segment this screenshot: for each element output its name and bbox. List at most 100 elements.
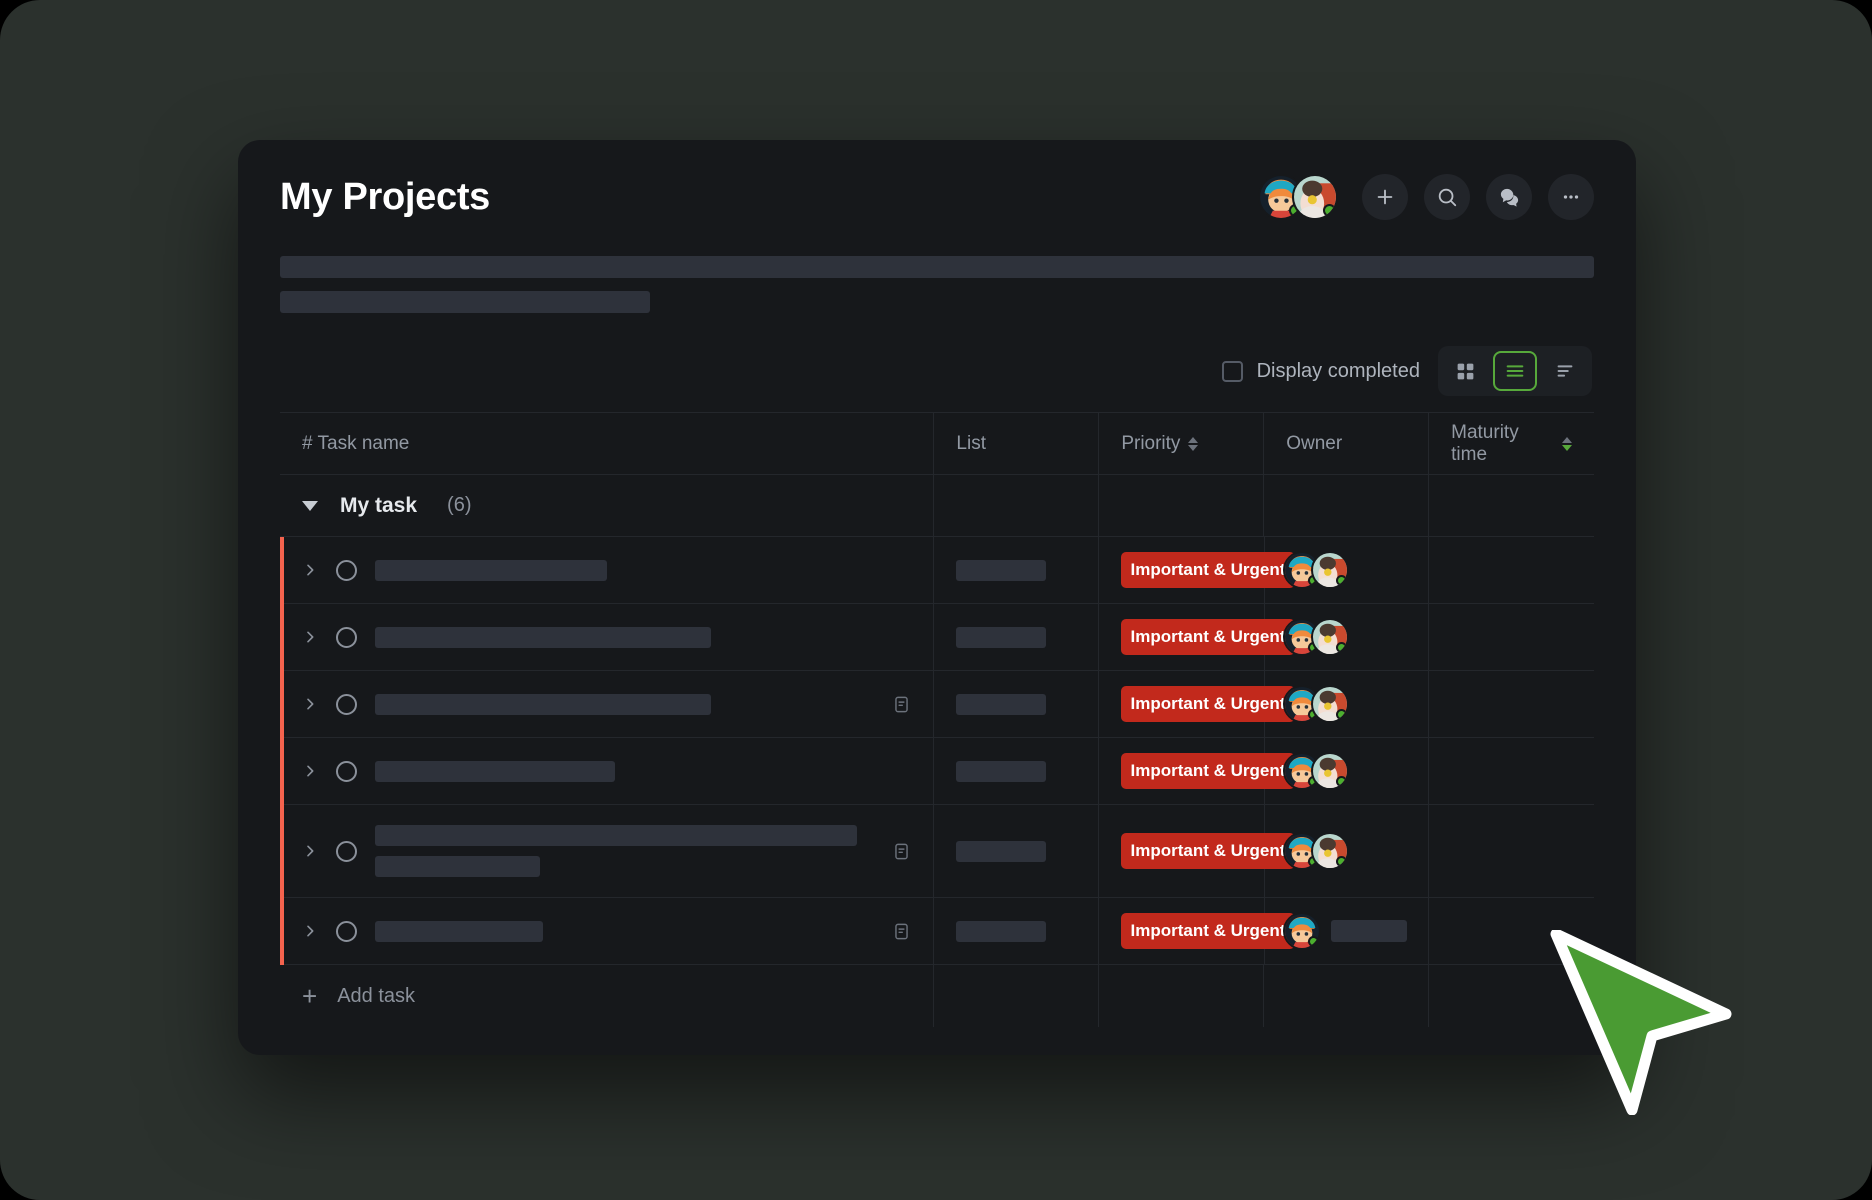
owner-avatar[interactable] <box>1310 832 1349 870</box>
table-row[interactable]: Important & Urgent <box>280 537 1594 604</box>
table-row[interactable]: Important & Urgent <box>280 805 1594 898</box>
task-complete-checkbox[interactable] <box>336 760 357 782</box>
status-dot-online <box>1335 856 1347 867</box>
task-maturity-time-cell[interactable] <box>1429 898 1594 965</box>
task-rows: Important & Urgent Important & Urgent Impo… <box>280 537 1594 965</box>
task-list-cell[interactable] <box>933 604 1099 671</box>
display-completed-checkbox[interactable] <box>1221 360 1243 382</box>
table-row[interactable]: Important & Urgent <box>280 738 1594 805</box>
sort-arrows-icon-active[interactable] <box>1562 436 1573 451</box>
sort-arrows-icon[interactable] <box>1188 436 1199 451</box>
table-row[interactable]: Important & Urgent <box>280 671 1594 738</box>
expand-chevron-icon[interactable] <box>302 696 318 712</box>
task-owner-cell[interactable] <box>1264 805 1430 898</box>
plus-icon: + <box>302 981 318 1011</box>
description-note-icon[interactable] <box>892 922 911 941</box>
task-name-cell[interactable] <box>280 898 934 965</box>
avatar-user-2[interactable] <box>1292 174 1338 220</box>
task-priority-cell[interactable]: Important & Urgent <box>1098 805 1296 898</box>
task-complete-checkbox[interactable] <box>336 920 357 942</box>
column-header-task-name[interactable]: # Task name <box>280 413 935 475</box>
priority-accent-bar <box>280 671 284 738</box>
display-completed-toggle[interactable]: Display completed <box>1221 359 1420 383</box>
display-completed-label: Display completed <box>1256 359 1420 382</box>
task-priority-cell[interactable]: Important & Urgent <box>1098 738 1296 805</box>
collapse-triangle-icon[interactable] <box>302 500 318 511</box>
expand-chevron-icon[interactable] <box>302 629 318 645</box>
owner-avatar[interactable] <box>1282 912 1321 950</box>
sort-view-button[interactable] <box>1543 351 1587 391</box>
task-list-cell[interactable] <box>933 805 1099 898</box>
list-redacted-bar <box>955 626 1046 648</box>
add-button[interactable] <box>1362 174 1408 220</box>
expand-chevron-icon[interactable] <box>302 763 318 779</box>
task-name-cell[interactable] <box>280 805 934 898</box>
table-row[interactable]: Important & Urgent <box>280 898 1594 965</box>
task-owner-cell[interactable] <box>1264 898 1430 965</box>
column-header-owner[interactable]: Owner <box>1264 413 1430 475</box>
task-complete-checkbox[interactable] <box>336 559 357 581</box>
task-maturity-time-cell[interactable] <box>1429 738 1594 805</box>
avatar-user-1[interactable] <box>1258 174 1304 220</box>
task-group-row[interactable]: My task (6) <box>280 475 1595 537</box>
task-complete-checkbox[interactable] <box>336 693 357 715</box>
grid-view-button[interactable] <box>1443 351 1487 391</box>
task-maturity-time-cell[interactable] <box>1429 805 1594 898</box>
status-dot-online <box>1335 709 1347 720</box>
task-name-redacted-bar <box>375 559 607 581</box>
priority-accent-bar <box>280 805 284 898</box>
column-header-maturity-time[interactable]: Maturity time <box>1429 413 1595 475</box>
task-priority-cell[interactable]: Important & Urgent <box>1098 671 1296 738</box>
more-options-button[interactable] <box>1548 174 1594 220</box>
list-icon <box>1506 365 1524 377</box>
task-name-redacted-bar <box>375 856 540 877</box>
task-maturity-time-cell[interactable] <box>1429 537 1594 604</box>
task-owner-cell[interactable] <box>1264 604 1430 671</box>
task-priority-cell[interactable]: Important & Urgent <box>1098 604 1296 671</box>
view-toggle-group <box>1438 346 1592 396</box>
task-owner-cell[interactable] <box>1264 738 1430 805</box>
expand-chevron-icon[interactable] <box>302 843 318 859</box>
task-name-cell[interactable] <box>280 604 934 671</box>
task-name-redacted-bar <box>375 920 543 942</box>
description-note-icon[interactable] <box>892 842 911 861</box>
description-note-icon[interactable] <box>892 695 911 714</box>
task-complete-checkbox[interactable] <box>336 626 357 648</box>
column-header-priority[interactable]: Priority <box>1099 413 1265 475</box>
owner-avatar[interactable] <box>1310 752 1349 790</box>
table-row[interactable]: Important & Urgent <box>280 604 1594 671</box>
task-maturity-time-cell[interactable] <box>1429 671 1594 738</box>
chat-bubble-icon <box>1500 188 1518 207</box>
task-owner-cell[interactable] <box>1264 671 1430 738</box>
task-owner-cell[interactable] <box>1264 537 1430 604</box>
task-maturity-time-cell[interactable] <box>1429 604 1594 671</box>
column-header-list[interactable]: List <box>934 413 1100 475</box>
search-button[interactable] <box>1424 174 1470 220</box>
column-header-task-name-label: # Task name <box>302 432 410 454</box>
task-name-cell[interactable] <box>280 738 934 805</box>
task-name-cell[interactable] <box>280 671 934 738</box>
task-list-cell[interactable] <box>933 738 1099 805</box>
status-dot-online <box>1335 575 1347 586</box>
comments-button[interactable] <box>1486 174 1532 220</box>
owner-avatar[interactable] <box>1310 685 1349 723</box>
task-list-cell[interactable] <box>933 671 1099 738</box>
expand-chevron-icon[interactable] <box>302 562 318 578</box>
add-task-cell[interactable]: + Add task <box>280 965 935 1027</box>
task-complete-checkbox[interactable] <box>336 840 357 862</box>
priority-badge: Important & Urgent <box>1120 619 1296 655</box>
owner-avatar[interactable] <box>1310 618 1349 656</box>
task-name-cell[interactable] <box>280 537 934 604</box>
task-priority-cell[interactable]: Important & Urgent <box>1098 898 1296 965</box>
list-redacted-bar <box>955 920 1046 942</box>
task-list-cell[interactable] <box>933 537 1099 604</box>
task-list-cell[interactable] <box>933 898 1099 965</box>
task-group-name: My task <box>340 493 418 517</box>
expand-chevron-icon[interactable] <box>302 923 318 939</box>
add-task-row[interactable]: + Add task <box>280 965 1594 1027</box>
table-header-row: # Task name List Priority Owner Maturi <box>280 413 1595 475</box>
list-view-button[interactable] <box>1493 351 1537 391</box>
column-header-maturity-time-label: Maturity time <box>1451 421 1519 465</box>
task-priority-cell[interactable]: Important & Urgent <box>1098 537 1296 604</box>
owner-avatar[interactable] <box>1310 551 1349 589</box>
